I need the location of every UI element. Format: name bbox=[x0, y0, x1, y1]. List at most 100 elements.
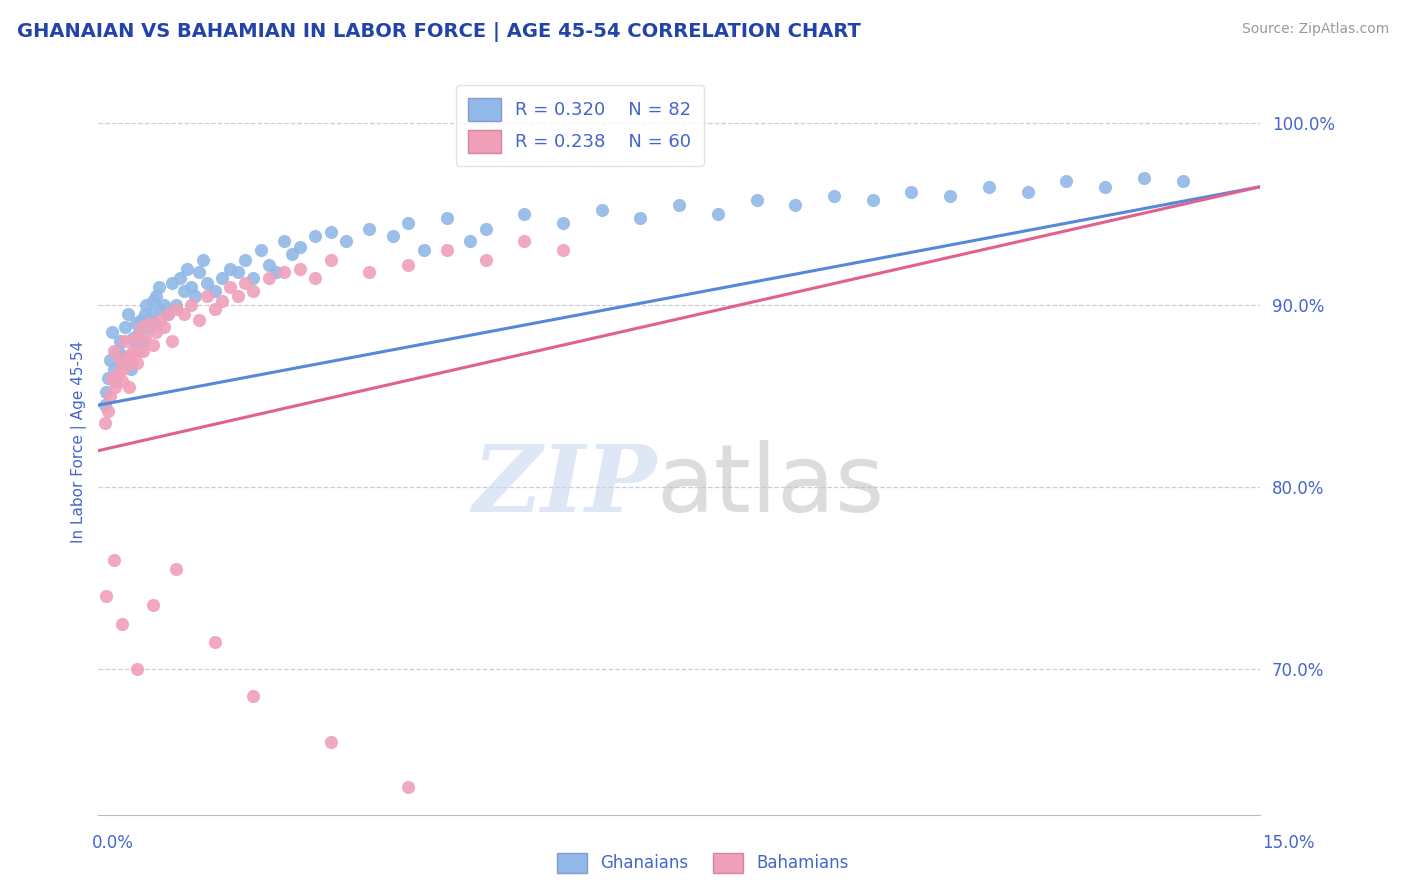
Text: atlas: atlas bbox=[657, 441, 884, 533]
Point bbox=[142, 599, 165, 613]
Point bbox=[118, 380, 141, 394]
Point bbox=[138, 316, 160, 330]
Point bbox=[204, 634, 226, 648]
Point bbox=[139, 307, 162, 321]
Point bbox=[458, 235, 481, 249]
Point bbox=[108, 334, 131, 349]
Point bbox=[319, 225, 342, 239]
Point bbox=[226, 289, 249, 303]
Text: GHANAIAN VS BAHAMIAN IN LABOR FORCE | AGE 45-54 CORRELATION CHART: GHANAIAN VS BAHAMIAN IN LABOR FORCE | AG… bbox=[17, 22, 860, 42]
Point bbox=[1171, 174, 1194, 188]
Point bbox=[195, 277, 218, 291]
Point bbox=[977, 179, 1000, 194]
Point bbox=[1017, 186, 1039, 200]
Point bbox=[145, 326, 167, 340]
Point bbox=[745, 193, 768, 207]
Point bbox=[219, 261, 242, 276]
Point bbox=[101, 326, 124, 340]
Point bbox=[381, 228, 404, 243]
Point bbox=[226, 265, 249, 279]
Point bbox=[412, 244, 434, 258]
Point bbox=[148, 280, 170, 294]
Point bbox=[211, 294, 233, 309]
Point bbox=[149, 312, 172, 326]
Point bbox=[157, 307, 180, 321]
Point bbox=[110, 356, 132, 370]
Point bbox=[145, 289, 167, 303]
Point bbox=[474, 221, 496, 235]
Point bbox=[135, 298, 157, 312]
Point bbox=[117, 307, 139, 321]
Point bbox=[1054, 174, 1077, 188]
Point bbox=[204, 284, 226, 298]
Point bbox=[149, 301, 172, 316]
Point bbox=[242, 690, 264, 704]
Point bbox=[112, 349, 135, 363]
Point bbox=[165, 562, 187, 576]
Text: 15.0%: 15.0% bbox=[1263, 834, 1315, 852]
Point bbox=[288, 240, 311, 254]
Point bbox=[93, 417, 115, 431]
Point bbox=[157, 307, 180, 321]
Point bbox=[939, 189, 962, 203]
Point bbox=[117, 349, 139, 363]
Point bbox=[184, 289, 207, 303]
Point bbox=[114, 334, 136, 349]
Point bbox=[142, 338, 165, 352]
Point bbox=[114, 319, 136, 334]
Point bbox=[257, 270, 280, 285]
Point bbox=[98, 389, 121, 403]
Point bbox=[103, 343, 125, 358]
Point bbox=[785, 198, 807, 212]
Point bbox=[129, 319, 152, 334]
Text: Source: ZipAtlas.com: Source: ZipAtlas.com bbox=[1241, 22, 1389, 37]
Point bbox=[281, 247, 304, 261]
Point bbox=[288, 261, 311, 276]
Point bbox=[176, 261, 198, 276]
Point bbox=[112, 361, 135, 376]
Point bbox=[900, 186, 922, 200]
Text: ZIP: ZIP bbox=[471, 442, 657, 532]
Point bbox=[273, 265, 295, 279]
Point bbox=[134, 331, 156, 345]
Point bbox=[628, 211, 651, 225]
Point bbox=[436, 211, 458, 225]
Point bbox=[173, 307, 195, 321]
Point bbox=[104, 380, 127, 394]
Point bbox=[396, 780, 419, 795]
Point bbox=[180, 298, 202, 312]
Point bbox=[266, 265, 288, 279]
Point bbox=[204, 301, 226, 316]
Point bbox=[304, 228, 326, 243]
Point bbox=[165, 301, 187, 316]
Point bbox=[120, 356, 142, 370]
Point bbox=[396, 258, 419, 272]
Point bbox=[195, 289, 218, 303]
Point bbox=[128, 326, 150, 340]
Point bbox=[668, 198, 690, 212]
Point bbox=[132, 343, 155, 358]
Point bbox=[103, 553, 125, 567]
Point bbox=[142, 294, 165, 309]
Point bbox=[823, 189, 845, 203]
Point bbox=[160, 277, 183, 291]
Point bbox=[319, 252, 342, 267]
Point bbox=[98, 352, 121, 367]
Point bbox=[107, 368, 129, 382]
Point bbox=[551, 244, 574, 258]
Point bbox=[110, 616, 132, 631]
Point bbox=[132, 334, 155, 349]
Point bbox=[257, 258, 280, 272]
Point bbox=[1133, 170, 1156, 185]
Point bbox=[120, 361, 142, 376]
Point bbox=[93, 398, 115, 412]
Point bbox=[707, 207, 730, 221]
Point bbox=[118, 352, 141, 367]
Point bbox=[153, 298, 176, 312]
Point bbox=[122, 343, 145, 358]
Point bbox=[591, 203, 613, 218]
Legend: R = 0.320    N = 82, R = 0.238    N = 60: R = 0.320 N = 82, R = 0.238 N = 60 bbox=[456, 85, 704, 166]
Point bbox=[124, 331, 146, 345]
Point bbox=[124, 316, 146, 330]
Point bbox=[138, 319, 160, 334]
